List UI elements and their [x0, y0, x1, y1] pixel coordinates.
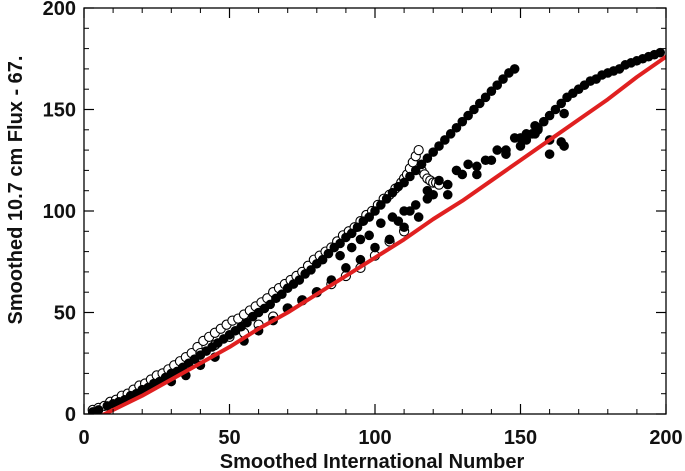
filled-point — [469, 104, 479, 115]
filled-point — [399, 222, 409, 233]
filled-point — [498, 74, 508, 84]
filled-point — [242, 317, 252, 328]
filled-point — [451, 122, 462, 133]
filled-point — [434, 141, 444, 151]
filled-point — [492, 145, 503, 155]
filled-point — [428, 147, 439, 157]
plot-area — [87, 47, 666, 414]
filled-point — [457, 116, 468, 127]
filled-point — [463, 110, 473, 121]
x-tick-label: 100 — [358, 427, 391, 449]
filled-point — [352, 222, 363, 233]
filled-point — [306, 265, 316, 275]
filled-point — [428, 189, 439, 200]
filled-point — [472, 169, 482, 180]
filled-point — [364, 230, 374, 241]
filled-point — [472, 161, 482, 172]
filled-point — [387, 212, 398, 222]
filled-point — [323, 248, 334, 259]
filled-point — [341, 263, 351, 273]
filled-point — [463, 159, 473, 170]
filled-point — [387, 187, 398, 198]
x-tick-label: 0 — [78, 427, 89, 449]
filled-point — [556, 98, 567, 109]
filled-point — [376, 200, 386, 210]
filled-point — [480, 92, 491, 103]
filled-point — [515, 141, 526, 151]
open-point — [413, 144, 424, 156]
filled-point — [335, 238, 345, 249]
filled-point — [405, 171, 415, 182]
filled-point — [422, 153, 433, 164]
filled-point — [559, 108, 569, 119]
filled-point — [550, 104, 561, 115]
filled-point — [355, 254, 366, 265]
filled-point — [376, 218, 386, 228]
filled-point — [294, 275, 305, 285]
filled-point — [538, 116, 549, 127]
filled-point — [501, 145, 511, 155]
filled-point — [346, 228, 357, 239]
filled-point — [370, 206, 380, 216]
filled-point — [509, 64, 520, 74]
filled-point — [434, 175, 444, 186]
filled-point — [442, 189, 453, 200]
x-tick-label: 200 — [649, 427, 682, 449]
filled-point — [265, 299, 276, 310]
filled-point — [410, 200, 421, 210]
x-tick-label: 150 — [504, 427, 537, 449]
filled-point — [335, 250, 345, 261]
y-tick-label: 200 — [43, 0, 76, 20]
filled-point — [559, 141, 569, 151]
filled-point — [515, 133, 526, 143]
filled-point — [486, 155, 497, 166]
filled-point — [384, 234, 395, 245]
filled-point — [544, 149, 555, 159]
filled-point — [457, 169, 468, 180]
filled-point — [399, 177, 409, 188]
filled-point — [364, 212, 374, 222]
filled-point — [370, 242, 380, 253]
y-tick-label: 0 — [65, 404, 76, 426]
filled-point — [486, 86, 497, 97]
filled-point — [410, 165, 421, 176]
filled-point — [474, 98, 485, 109]
filled-point — [416, 159, 427, 170]
filled-point — [413, 212, 424, 222]
filled-point — [381, 194, 392, 204]
fit-line — [100, 54, 666, 414]
y-tick-label: 150 — [43, 100, 76, 122]
filled-point — [93, 405, 104, 414]
filled-point — [544, 110, 555, 121]
filled-point — [530, 120, 540, 131]
x-tick-label: 50 — [218, 427, 240, 449]
filled-point — [317, 254, 328, 265]
y-tick-label: 50 — [54, 303, 76, 325]
filled-point — [445, 129, 456, 139]
filled-point — [355, 234, 366, 245]
y-tick-label: 100 — [43, 201, 76, 223]
filled-point — [655, 47, 665, 58]
filled-point — [277, 289, 287, 300]
filled-point — [440, 135, 450, 145]
filled-point — [492, 80, 503, 90]
x-axis-title: Smoothed International Number — [220, 451, 525, 471]
filled-point — [442, 179, 453, 190]
y-axis-title: Smoothed 10.7 cm Flux - 67. — [5, 56, 27, 325]
filled-point — [346, 242, 357, 253]
filled-point — [399, 206, 409, 216]
axes: 0 50 100 150 200 0 50 100 150 200 — [43, 0, 683, 449]
